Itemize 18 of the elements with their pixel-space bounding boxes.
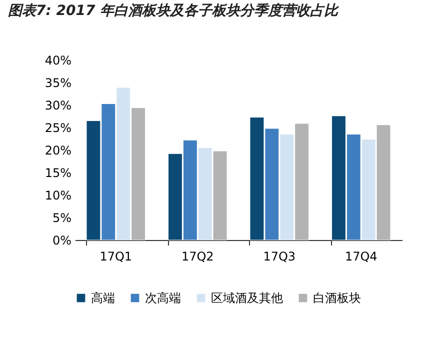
y-tick-label: 10%	[44, 188, 72, 202]
y-tick-label: 20%	[44, 144, 72, 158]
chart-title: 图表7: 2017 年白酒板块及各子板块分季度营收占比	[8, 2, 340, 19]
legend-label: 白酒板块	[313, 291, 361, 305]
y-tick-label: 0%	[52, 234, 72, 248]
y-tick-label: 35%	[44, 76, 72, 90]
legend-label: 区域酒及其他	[211, 291, 283, 305]
x-tick-label: 17Q4	[344, 250, 378, 264]
y-tick-label: 40%	[44, 54, 72, 68]
x-tick-label: 17Q3	[263, 250, 296, 264]
y-tick-label: 15%	[44, 166, 72, 180]
legend-label: 高端	[91, 291, 115, 305]
x-tick-label: 17Q2	[181, 250, 214, 264]
x-tick-label: 17Q1	[100, 250, 132, 264]
legend-label: 次高端	[145, 291, 181, 305]
y-tick-label: 5%	[52, 211, 72, 225]
y-tick-label: 30%	[44, 98, 72, 112]
y-tick-label: 25%	[44, 121, 72, 135]
